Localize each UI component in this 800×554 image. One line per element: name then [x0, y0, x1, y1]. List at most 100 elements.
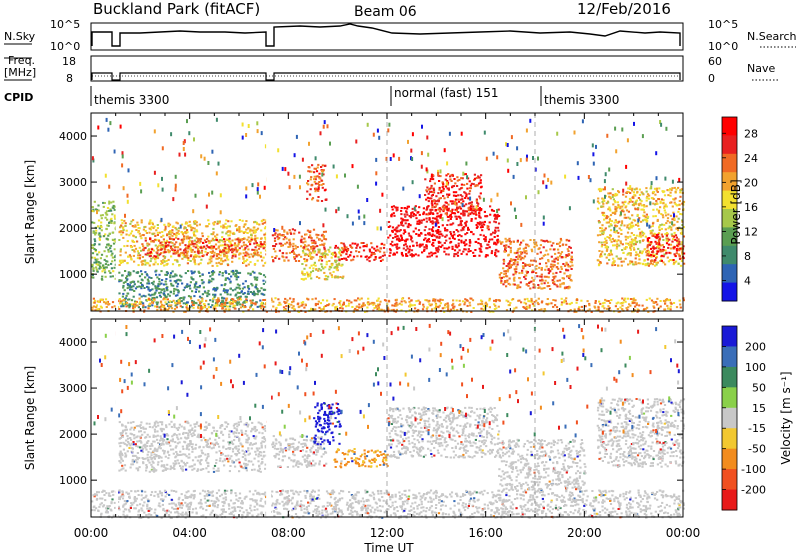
power-cell	[464, 173, 467, 176]
power-cell	[559, 255, 562, 257]
power-cell	[326, 124, 329, 129]
power-cell	[431, 206, 434, 209]
power-cell	[137, 280, 140, 283]
power-cell	[643, 308, 646, 311]
power-cell	[171, 231, 174, 234]
power-cell	[140, 285, 143, 288]
power-cell	[372, 252, 375, 254]
power-cell	[249, 272, 252, 275]
power-cell	[313, 239, 316, 242]
power-cell	[410, 299, 413, 302]
power-cell	[451, 248, 454, 250]
power-cell	[634, 240, 637, 243]
power-cell	[91, 306, 94, 309]
power-cell	[497, 222, 501, 225]
power-cell	[242, 257, 245, 260]
power-cell	[460, 241, 463, 244]
power-cell	[138, 246, 141, 249]
power-cell	[139, 282, 142, 284]
power-cell	[537, 248, 540, 251]
power-cell	[356, 244, 359, 247]
nave-tick-high: 60	[708, 55, 722, 68]
power-cell	[225, 251, 228, 254]
power-cell	[484, 238, 487, 241]
power-cell	[462, 211, 465, 214]
power-cell	[144, 239, 147, 242]
power-cell	[254, 234, 257, 237]
power-cell	[442, 210, 445, 213]
power-cell	[395, 304, 398, 307]
power-cell	[665, 205, 668, 208]
power-cell	[610, 240, 613, 243]
power-cell	[301, 249, 305, 252]
power-cell	[272, 300, 275, 303]
power-cell	[213, 287, 216, 289]
power-cell	[512, 273, 515, 276]
power-cell	[189, 243, 192, 246]
power-cell	[118, 271, 121, 274]
power-cell	[219, 193, 222, 198]
power-cell	[426, 135, 429, 140]
power-cell	[317, 189, 320, 192]
power-cell	[197, 270, 200, 273]
power-cell	[617, 239, 620, 242]
power-cell	[126, 298, 129, 301]
power-cell	[313, 261, 316, 264]
power-cell	[99, 257, 102, 260]
power-cell	[632, 191, 635, 194]
power-cell	[151, 282, 154, 284]
power-cell	[612, 198, 615, 201]
power-cell	[238, 219, 241, 221]
power-cell	[683, 252, 686, 255]
power-cell	[408, 300, 411, 303]
power-cell	[669, 308, 672, 311]
power-cell	[401, 254, 404, 257]
power-cell	[130, 230, 134, 233]
power-cell	[433, 307, 436, 310]
power-cell	[610, 220, 613, 223]
power-cell	[128, 254, 131, 257]
power-cell	[665, 252, 668, 255]
power-cell	[322, 173, 325, 176]
power-cell	[518, 277, 521, 280]
power-cell	[624, 206, 627, 209]
power-cell	[138, 232, 141, 235]
power-cell	[100, 226, 103, 229]
power-cell	[106, 224, 109, 227]
power-cell	[671, 187, 674, 190]
power-cell	[514, 272, 517, 275]
power-cell	[260, 304, 263, 307]
power-cell	[138, 293, 141, 296]
power-cell	[334, 255, 337, 258]
power-cell	[550, 302, 553, 305]
power-cell	[479, 197, 482, 200]
power-cell	[659, 224, 662, 227]
power-cell	[146, 285, 149, 288]
power-cell	[527, 300, 530, 303]
power-cell	[178, 302, 181, 305]
power-cell	[515, 265, 518, 268]
power-cell	[484, 215, 487, 218]
power-cell	[142, 228, 145, 231]
power-cell	[220, 250, 223, 253]
power-cell	[134, 236, 137, 239]
power-cell	[191, 290, 194, 293]
power-cell	[401, 218, 404, 221]
power-cell	[410, 212, 413, 215]
power-cell	[422, 213, 425, 216]
power-cell	[167, 222, 170, 225]
power-cell	[331, 304, 334, 307]
power-cell	[624, 300, 627, 303]
power-cell	[625, 242, 628, 245]
power-cell	[326, 253, 329, 256]
power-cell	[447, 188, 450, 191]
power-cell	[278, 249, 281, 252]
power-cell	[259, 273, 262, 275]
power-cell	[124, 222, 127, 225]
power-cell	[606, 307, 609, 310]
power-cell	[236, 283, 239, 286]
power-cell	[121, 151, 124, 156]
power-cell	[678, 203, 681, 206]
power-cell	[432, 239, 435, 241]
power-cell	[133, 260, 136, 263]
